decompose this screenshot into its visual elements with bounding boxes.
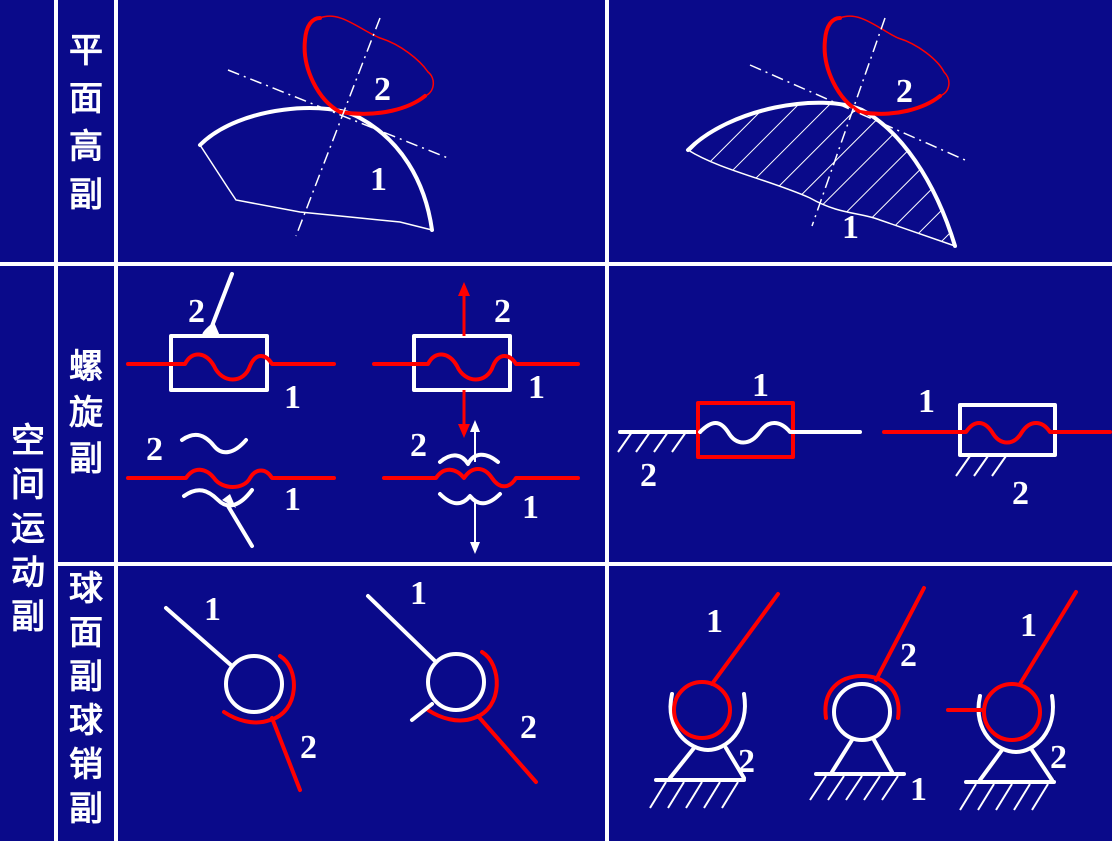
- svg-text:2: 2: [146, 431, 163, 468]
- svg-text:2: 2: [410, 427, 427, 464]
- svg-text:2: 2: [300, 729, 317, 766]
- row-label-planar-higher-pair: 平 面 高 副: [69, 31, 103, 215]
- svg-text:动: 动: [11, 553, 45, 593]
- svg-text:2: 2: [640, 457, 657, 494]
- screw-pair-schematic: 2 1 1 2: [617, 367, 1112, 512]
- svg-text:2: 2: [896, 73, 913, 110]
- svg-text:2: 2: [494, 293, 511, 330]
- svg-text:副: 副: [69, 789, 103, 829]
- svg-text:1: 1: [918, 383, 935, 420]
- svg-text:间: 间: [11, 465, 45, 505]
- planar-pair-pictorial: 1 2: [198, 15, 449, 237]
- svg-text:球: 球: [69, 701, 104, 741]
- svg-text:1: 1: [370, 161, 387, 198]
- svg-text:球: 球: [69, 569, 104, 609]
- svg-text:销: 销: [69, 745, 103, 785]
- svg-text:2: 2: [520, 709, 537, 746]
- svg-text:平: 平: [69, 31, 103, 71]
- svg-text:2: 2: [1050, 739, 1067, 776]
- svg-text:高: 高: [69, 127, 103, 167]
- svg-text:1: 1: [706, 603, 723, 640]
- svg-text:1: 1: [204, 591, 221, 628]
- spherical-pair-schematic: 1 2 2 1 1 2: [649, 586, 1078, 811]
- planar-pair-schematic: 1 2: [686, 15, 966, 248]
- svg-text:副: 副: [69, 657, 103, 697]
- side-label: 空 间 运 动 副: [11, 421, 45, 637]
- svg-text:空: 空: [11, 421, 45, 461]
- spherical-pair-pictorial: 1 2 1 2: [164, 575, 538, 792]
- svg-text:2: 2: [374, 71, 391, 108]
- svg-text:1: 1: [1020, 607, 1037, 644]
- svg-text:2: 2: [900, 637, 917, 674]
- svg-text:1: 1: [284, 481, 301, 518]
- svg-text:螺: 螺: [69, 347, 103, 387]
- svg-text:面: 面: [69, 613, 103, 653]
- row-label-spherical-pair: 球 面 副 球 销 副: [69, 569, 104, 829]
- svg-text:面: 面: [69, 79, 103, 119]
- row-label-screw-pair: 螺 旋 副: [69, 347, 103, 479]
- svg-text:2: 2: [1012, 475, 1029, 512]
- svg-text:1: 1: [284, 379, 301, 416]
- svg-text:2: 2: [738, 743, 755, 780]
- svg-text:1: 1: [410, 575, 427, 612]
- svg-text:1: 1: [522, 489, 539, 526]
- svg-text:副: 副: [69, 439, 103, 479]
- svg-text:运: 运: [11, 509, 45, 549]
- svg-text:1: 1: [528, 369, 545, 406]
- svg-text:2: 2: [188, 293, 205, 330]
- svg-text:1: 1: [842, 209, 859, 246]
- svg-text:副: 副: [69, 175, 103, 215]
- screw-pair-pictorial: 2 1 2 1 2 1 2 1: [126, 272, 580, 554]
- svg-text:1: 1: [910, 771, 927, 808]
- svg-text:旋: 旋: [69, 393, 103, 433]
- svg-text:1: 1: [752, 367, 769, 404]
- svg-text:副: 副: [11, 597, 45, 637]
